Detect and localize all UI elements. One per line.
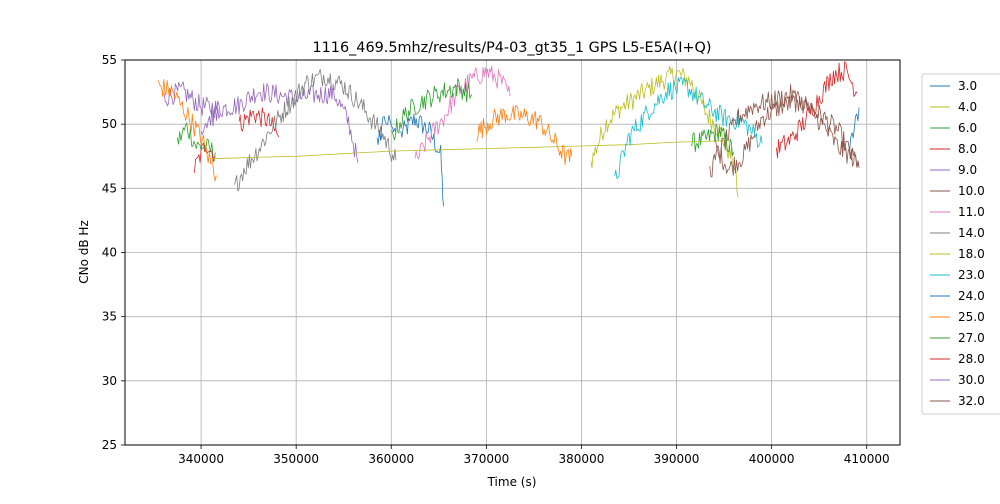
legend-label: 24.0 [958,289,985,303]
series-line [210,140,725,160]
series-line [162,81,359,163]
legend-item: 30.0 [930,373,985,387]
legend-item: 10.0 [930,184,985,198]
legend-item: 23.0 [930,268,985,282]
x-tick-label: 360000 [368,452,414,466]
series-line [690,123,734,156]
legend-label: 32.0 [958,394,985,408]
series-3-0 [400,107,860,207]
legend-item: 3.0 [930,79,977,93]
series-8-0 [194,107,280,173]
x-tick-label: 340000 [178,452,224,466]
legend-item: 11.0 [930,205,985,219]
series-line [400,113,444,207]
legend-label: 3.0 [958,79,977,93]
y-tick-label: 50 [102,117,117,131]
series-line [234,68,397,192]
series-25-0 [157,79,573,182]
series-6-0 [176,122,734,162]
series-line [200,105,221,135]
series-line [776,61,858,159]
legend-item: 8.0 [930,142,977,156]
y-tick-label: 40 [102,246,117,260]
legend-label: 10.0 [958,184,985,198]
legend-label: 30.0 [958,373,985,387]
legend-item: 27.0 [930,331,985,345]
legend-label: 4.0 [958,100,977,114]
y-axis-label: CNo dB Hz [77,220,91,284]
series-line [238,107,280,138]
y-tick-label: 25 [102,438,117,452]
legend-label: 8.0 [958,142,977,156]
series-line [194,142,216,173]
legend-label: 9.0 [958,163,977,177]
legend-item: 18.0 [930,247,985,261]
series-line [414,65,511,160]
legend-label: 27.0 [958,331,985,345]
series-14-0 [234,68,397,192]
series-layer [157,61,860,207]
chart-title: 1116_469.5mhz/results/P4-03_gt35_1 GPS L… [312,40,711,56]
y-axis: 25 30 35 40 45 50 55 [102,53,125,452]
x-tick-label: 370000 [463,452,509,466]
series-line [849,107,860,152]
legend-item: 28.0 [930,352,985,366]
y-tick-label: 55 [102,53,117,67]
legend-label: 28.0 [958,352,985,366]
series-10-0 [714,91,860,176]
x-tick-label: 350000 [273,452,319,466]
x-axis: 340000 350000 360000 370000 380000 390000 4000… [178,445,890,466]
legend-item: 6.0 [930,121,977,135]
legend-item: 24.0 [930,289,985,303]
legend-label: 23.0 [958,268,985,282]
y-tick-label: 45 [102,181,117,195]
series-11-0 [414,65,511,160]
series-line [176,122,216,162]
series-line [614,77,763,180]
legend-label: 18.0 [958,247,985,261]
legend-label: 6.0 [958,121,977,135]
series-line [709,84,860,178]
x-tick-label: 380000 [559,452,605,466]
x-tick-label: 390000 [654,452,700,466]
series-18-0 [210,140,725,160]
series-line [714,91,860,176]
series-23-0 [614,77,763,180]
x-tick-label: 410000 [844,452,890,466]
x-axis-label: Time (s) [487,475,537,489]
series-4-0 [590,65,739,198]
series-line [391,78,473,141]
y-tick-label: 30 [102,374,117,388]
legend-item: 32.0 [930,394,985,408]
legend-label: 25.0 [958,310,985,324]
legend: 3.0 4.0 6.0 8.0 9.0 10.0 11.0 14.0 18.0 23.0 24.0 2… [921,73,1000,415]
series-28-0 [776,61,858,159]
legend-box [921,73,1000,415]
legend-item: 4.0 [930,100,977,114]
legend-item: 25.0 [930,310,985,324]
series-line [376,114,397,145]
series-line [476,105,573,165]
series-32-0 [709,84,860,178]
series-30-0 [200,105,221,135]
x-tick-label: 400000 [749,452,795,466]
series-line [157,79,217,182]
series-27-0 [391,78,473,141]
series-24-0 [376,114,397,145]
series-9-0 [162,81,359,163]
legend-item: 14.0 [930,226,985,240]
legend-label: 11.0 [958,205,985,219]
series-line [590,65,739,198]
y-tick-label: 35 [102,310,117,324]
legend-item: 9.0 [930,163,977,177]
legend-label: 14.0 [958,226,985,240]
